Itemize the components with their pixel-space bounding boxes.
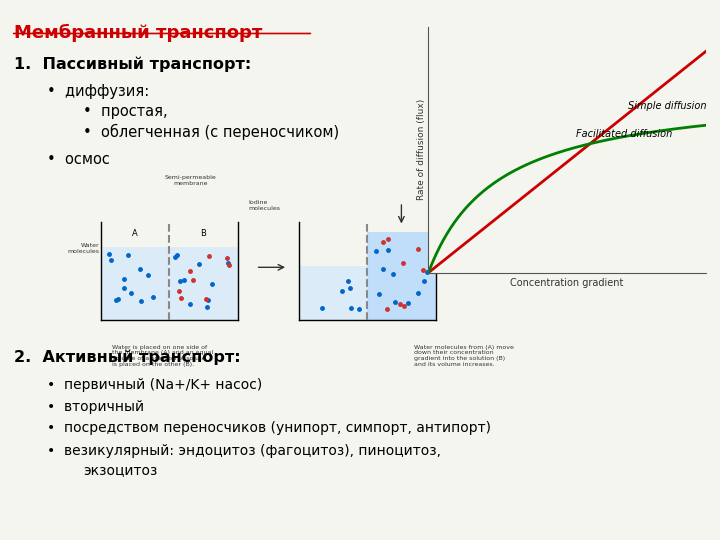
- Text: Water
molecules: Water molecules: [68, 243, 99, 254]
- Text: 2.  Активный транспорт:: 2. Активный транспорт:: [14, 350, 241, 366]
- Polygon shape: [367, 232, 436, 320]
- Text: •  посредством переносчиков (унипорт, симпорт, антипорт): • посредством переносчиков (унипорт, сим…: [47, 421, 491, 435]
- Text: •  диффузия:: • диффузия:: [47, 84, 149, 99]
- Text: A: A: [132, 230, 138, 238]
- Text: B: B: [200, 230, 207, 238]
- Text: •  простая,: • простая,: [83, 104, 168, 119]
- Text: •  вторичный: • вторичный: [47, 400, 144, 414]
- Text: •  осмос: • осмос: [47, 152, 109, 167]
- Text: Osmotic
pressure: Osmotic pressure: [465, 177, 492, 188]
- X-axis label: Concentration gradient: Concentration gradient: [510, 278, 624, 288]
- Polygon shape: [169, 246, 238, 320]
- Text: •  везикулярный: эндоцитоз (фагоцитоз), пиноцитоз,: • везикулярный: эндоцитоз (фагоцитоз), п…: [47, 444, 441, 458]
- Text: Facilitated diffusion: Facilitated diffusion: [576, 129, 672, 139]
- Y-axis label: Rate of diffusion (flux): Rate of diffusion (flux): [417, 99, 426, 200]
- Polygon shape: [299, 266, 367, 320]
- Text: Water molecules from (A) move
down their concentration
gradient into the solutio: Water molecules from (A) move down their…: [414, 345, 514, 367]
- Text: экзоцитоз: экзоцитоз: [83, 463, 157, 477]
- Text: Iodine
molecules: Iodine molecules: [248, 200, 280, 211]
- Text: •  облегченная (с переносчиком): • облегченная (с переносчиком): [83, 124, 339, 140]
- Text: Simple diffusion: Simple diffusion: [628, 100, 706, 111]
- Text: Мембранный транспорт: Мембранный транспорт: [14, 24, 263, 43]
- Text: •  первичный (Na+/K+ насос): • первичный (Na+/K+ насос): [47, 378, 262, 392]
- Polygon shape: [101, 246, 169, 320]
- Text: 1.  Пассивный транспорт:: 1. Пассивный транспорт:: [14, 57, 252, 72]
- Text: Semi-permeable
membrane: Semi-permeable membrane: [165, 175, 217, 186]
- Text: Water is placed on one side of
the membrane (A) and an equal
volume of a solutio: Water is placed on one side of the membr…: [112, 345, 212, 367]
